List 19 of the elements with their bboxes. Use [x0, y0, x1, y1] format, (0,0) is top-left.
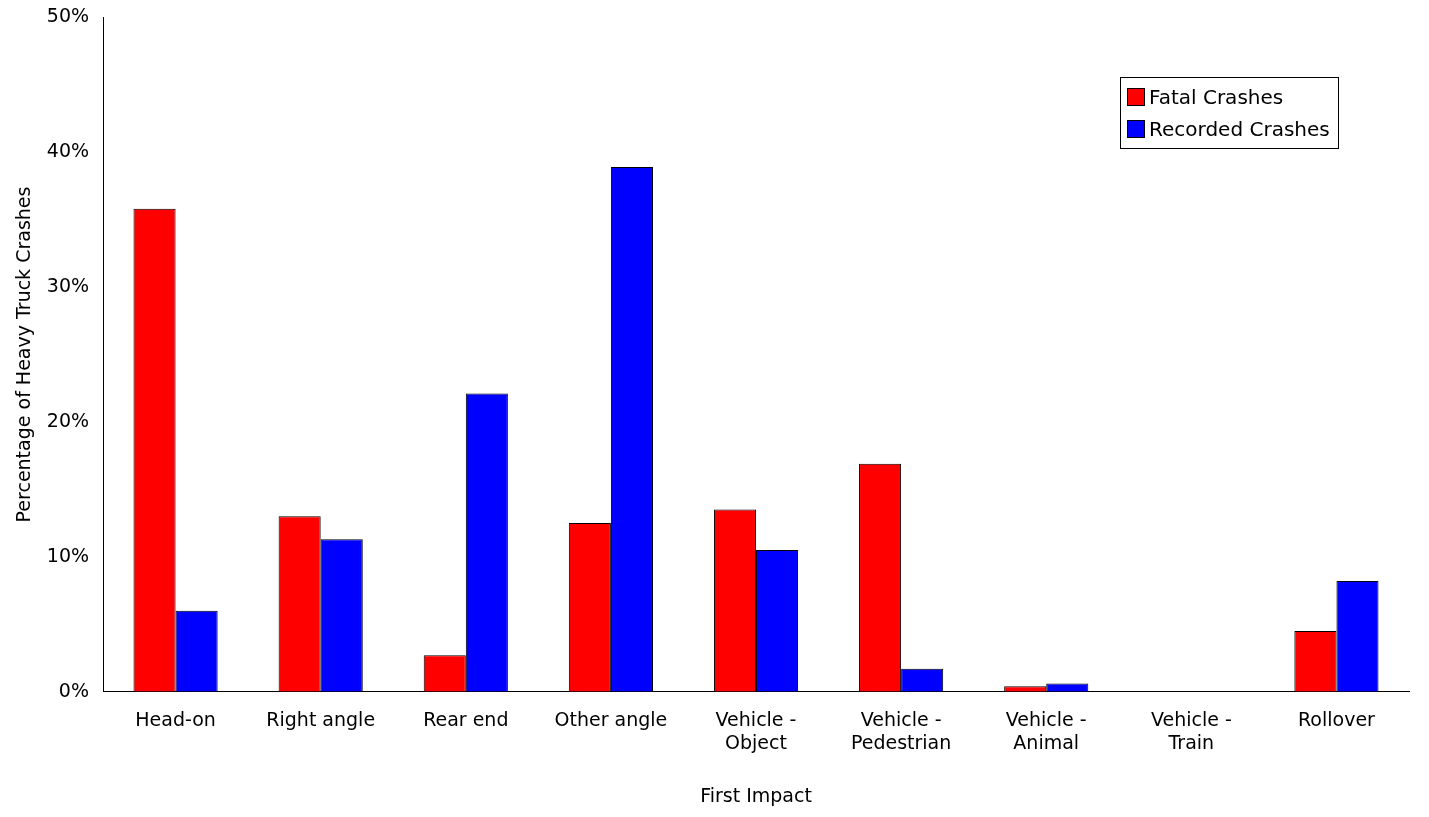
x-tick-label: Vehicle - Train [1150, 707, 1232, 753]
y-axis-title: Percentage of Heavy Truck Crashes [12, 186, 35, 523]
y-tick-label: 30% [46, 274, 90, 297]
y-tick-label: 20% [46, 408, 90, 431]
x-tick-label: Vehicle - Animal [1005, 707, 1087, 753]
x-tick-label: Right angle [266, 707, 376, 730]
legend-label: Fatal Crashes [1149, 85, 1284, 110]
x-axis-title: First Impact [700, 783, 812, 806]
x-tick-label: Vehicle - Object [715, 707, 797, 753]
x-tick-label: Other angle [554, 707, 668, 730]
x-tick-label: Rollover [1297, 707, 1376, 730]
legend-label: Recorded Crashes [1149, 117, 1330, 142]
y-tick-label: 40% [46, 139, 90, 162]
y-tick-label: 0% [58, 678, 90, 701]
y-tick-label: 10% [46, 543, 90, 566]
y-tick-label: 50% [46, 4, 90, 27]
x-tick-label: Vehicle - Pedestrian [850, 707, 952, 753]
x-tick-label: Head-on [135, 707, 216, 730]
x-tick-label: Rear end [423, 707, 509, 730]
